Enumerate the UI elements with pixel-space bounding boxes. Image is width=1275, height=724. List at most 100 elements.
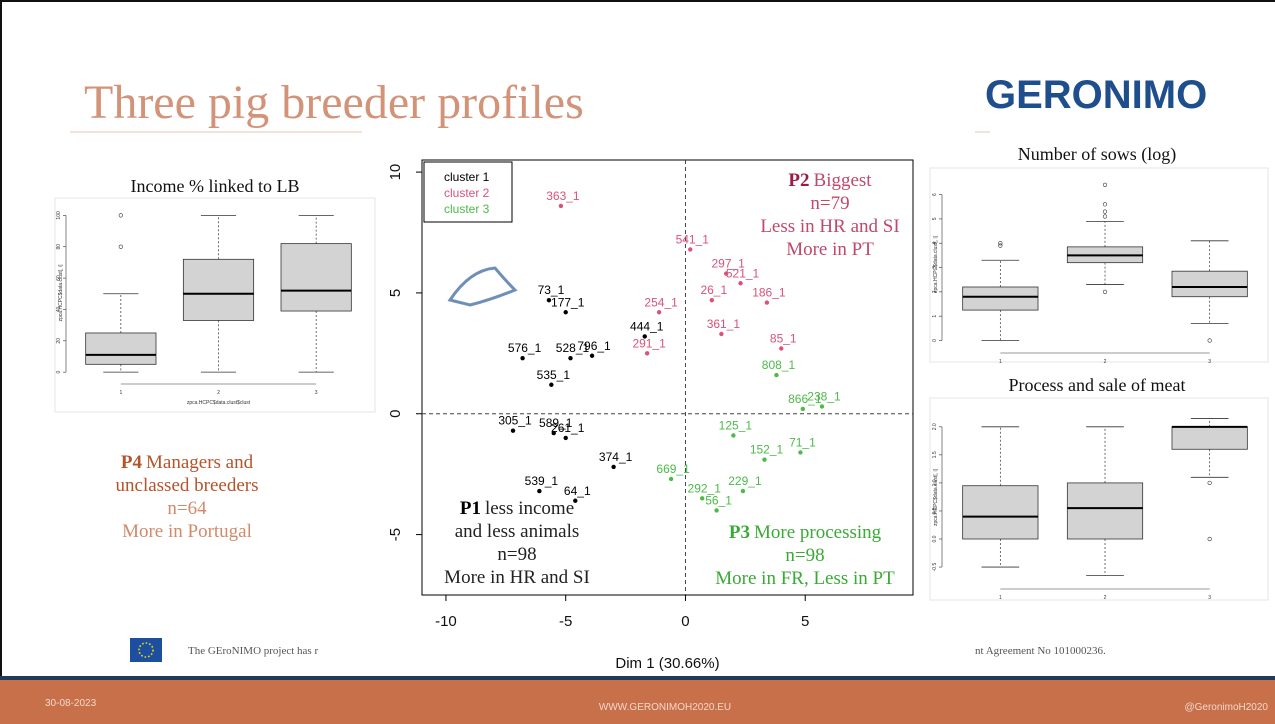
point [800, 406, 806, 412]
point [668, 476, 674, 482]
chart-title: Income % linked to LB [131, 176, 300, 196]
profile-detail: n=64 [167, 498, 207, 519]
y-tick-label: 0.0 [932, 535, 938, 542]
y-tick-label: 6 [932, 193, 938, 196]
legend-box [423, 161, 513, 223]
point [731, 433, 736, 438]
point [779, 346, 784, 351]
point-label: 73_1 [538, 283, 565, 297]
y-tick-label: 40 [56, 306, 62, 312]
point-label: 361_1 [707, 317, 741, 331]
profile-detail: More in PT [786, 239, 874, 260]
point [709, 297, 715, 303]
funding-note: nt Agreement No 101000236. [975, 645, 1106, 657]
y-tick-label: 0 [56, 371, 62, 374]
outlier [1102, 209, 1108, 214]
box [1171, 426, 1248, 450]
y-tick-label: 4 [932, 242, 938, 245]
point-label: 808_1 [762, 358, 796, 372]
point-label: 796_1 [577, 339, 611, 353]
point-label: 177_1 [551, 295, 585, 309]
box [280, 243, 352, 312]
point [714, 508, 719, 513]
point [740, 488, 746, 494]
point [563, 435, 568, 441]
profile-code: P4 [121, 452, 143, 473]
point-label: 238_1 [807, 390, 841, 404]
x-tick-label: 3 [315, 390, 318, 396]
chart-title: Number of sows (log) [1018, 144, 1176, 165]
footer-handle[interactable]: @GeronimoH2020 [1184, 702, 1268, 713]
point [510, 428, 516, 433]
x-tick-label: 2 [217, 390, 220, 396]
point-label: 363_1 [546, 189, 580, 203]
point-label: 229_1 [728, 474, 762, 488]
point [688, 247, 693, 252]
y-axis-label: zpca.HCPC$data.clust[, i] [933, 468, 939, 526]
outlier [1102, 202, 1108, 207]
point-label: 261_1 [551, 421, 585, 435]
profile-code: P1 [460, 498, 481, 519]
y-tick-label: 80 [56, 244, 62, 250]
point-label: 56_1 [705, 493, 732, 507]
point-label: 186_1 [752, 286, 786, 300]
legend-entry: cluster 2 [444, 186, 490, 200]
point-label: 374_1 [599, 450, 633, 464]
y-tick-label: 0 [387, 410, 404, 418]
profile-name: less income [485, 498, 574, 519]
point-label: 297_1 [711, 257, 745, 271]
y-tick-label: 20 [56, 338, 62, 344]
box [1171, 270, 1248, 298]
x-tick-label: 1 [999, 359, 1002, 365]
y-axis-label: zpca.HCPC$data.clust[, i] [933, 235, 939, 293]
point [537, 488, 542, 494]
point [738, 281, 743, 286]
profile-detail: More in Portugal [122, 521, 252, 542]
point [563, 310, 568, 315]
footer-url[interactable]: WWW.GERONIMOH2020.EU [599, 702, 731, 713]
y-tick-label: 60 [56, 275, 62, 281]
profile-detail: n=98 [497, 544, 536, 565]
footer-line [0, 676, 1275, 680]
point [549, 382, 554, 387]
profile-name: Managers and [146, 452, 254, 473]
point-label: 669_1 [656, 462, 690, 476]
point [719, 331, 724, 337]
logo: GERONIMO [985, 73, 1207, 117]
profile-name: Biggest [814, 170, 873, 191]
point-label: 539_1 [525, 474, 559, 488]
y-axis-label: zpca.HCPC$data.clust[, i] [58, 264, 64, 322]
plot-frame [421, 159, 914, 596]
point-label: 521_1 [726, 266, 760, 280]
x-tick-label: 2 [1104, 359, 1107, 365]
profile-name: More processing [754, 522, 882, 543]
profile-code: P3 [729, 522, 750, 543]
outlier [1207, 338, 1212, 343]
y-tick-label: 2 [932, 290, 938, 293]
profile-detail: Less in HR and SI [760, 216, 899, 237]
profile-detail: and less animals [455, 521, 580, 542]
point [551, 430, 556, 436]
x-tick-label: 5 [801, 613, 809, 630]
point-label: 866_1 [788, 392, 822, 406]
point [700, 496, 705, 501]
x-tick-label: -10 [435, 613, 457, 630]
y-tick-label: 5 [932, 217, 938, 220]
y-tick-label: 10 [387, 164, 404, 181]
logo-drawing [447, 266, 518, 307]
chart-title: Process and sale of meat [1009, 375, 1186, 395]
point [558, 203, 564, 209]
point [774, 372, 779, 378]
profile-heading: P3 More processing [729, 522, 882, 543]
funding-note: The GEroNIMO project has r [188, 645, 318, 657]
point-label: 85_1 [770, 332, 797, 346]
point [656, 310, 662, 315]
profile-detail: More in FR, Less in PT [715, 568, 895, 589]
profile-detail: n=98 [785, 545, 824, 566]
x-tick-label: 0 [681, 613, 689, 630]
y-tick-label: 100 [56, 211, 62, 220]
point-label: 152_1 [750, 443, 784, 457]
point [644, 351, 650, 356]
point-label: 589_1 [539, 416, 573, 430]
x-axis-label: Dim 1 (30.66%) [615, 655, 719, 672]
